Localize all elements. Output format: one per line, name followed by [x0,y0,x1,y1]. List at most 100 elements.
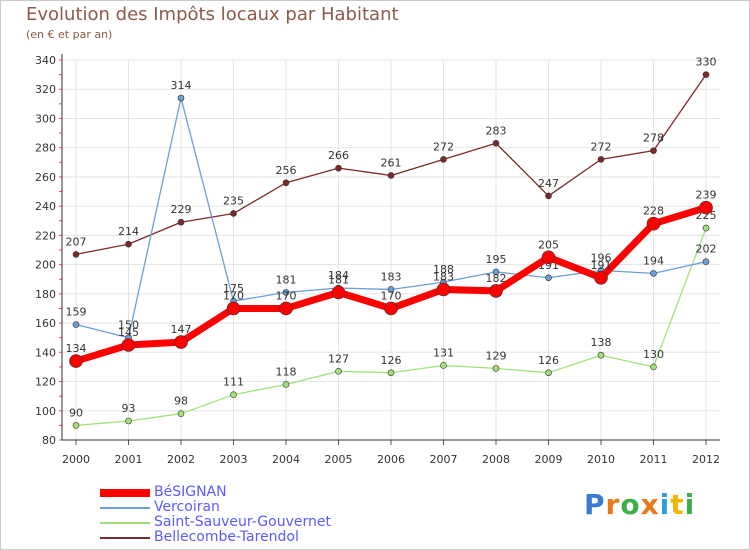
data-point-b-signan-2009 [541,250,556,265]
legend: BéSIGNAN Vercoiran Saint-Sauveur-Gouvernet… [100,485,331,545]
data-label-bellecombe-tarendol-2010: 272 [591,140,612,153]
data-point-saint-sauveur-gouvernet-2008 [492,365,500,372]
x-tick-label-2009: 2009 [535,453,563,466]
data-point-bellecombe-tarendol-2003 [230,210,237,217]
legend-label-vercoiran: Vercoiran [154,499,220,515]
data-point-b-signan-2002 [174,335,188,349]
data-label-b-signan-2012: 239 [696,189,717,202]
data-label-vercoiran-2010: 196 [591,251,612,264]
data-point-vercoiran-2012 [702,258,710,265]
series-b-signan: 134 145 147 170 170 181 170 183 182 205 191 228 239 [66,189,717,368]
chart-subtitle: (en € et par an) [26,28,113,41]
data-point-saint-sauveur-gouvernet-2006 [387,369,395,377]
data-label-b-signan-2003: 170 [223,289,244,302]
data-label-bellecombe-tarendol-2004: 256 [276,164,297,177]
data-label-vercoiran-2000: 159 [66,306,87,319]
data-label-saint-sauveur-gouvernet-2003: 111 [223,376,244,389]
data-point-vercoiran-2000 [72,321,80,328]
x-tick-label-2011: 2011 [640,453,668,466]
logo-letter: P [584,488,606,521]
legend-item-bellecombe-tarendol: Bellecombe-Tarendol [100,530,331,545]
data-point-bellecombe-tarendol-2011 [650,147,657,154]
y-tick-label-280: 280 [35,142,56,155]
data-label-saint-sauveur-gouvernet-2010: 138 [591,336,612,349]
data-point-vercoiran-2008 [492,268,500,276]
data-label-saint-sauveur-gouvernet-2002: 98 [174,395,188,408]
data-point-bellecombe-tarendol-2007 [440,156,447,163]
data-label-vercoiran-2007: 188 [433,263,454,276]
data-label-vercoiran-2006: 183 [381,270,402,283]
x-tick-label-2010: 2010 [587,453,615,466]
data-point-b-signan-2001 [121,338,136,352]
x-tick-label-2006: 2006 [377,453,405,466]
data-point-saint-sauveur-gouvernet-2010 [597,351,605,359]
data-point-vercoiran-2006 [387,286,395,293]
data-label-vercoiran-2012: 202 [696,243,717,256]
data-point-bellecombe-tarendol-2009 [545,192,552,200]
data-point-bellecombe-tarendol-2000 [72,251,80,258]
logo-letter: i [684,488,696,521]
data-label-saint-sauveur-gouvernet-2004: 118 [276,365,297,378]
x-tick-label-2005: 2005 [325,453,353,466]
data-point-vercoiran-2004 [282,289,290,296]
series-bellecombe-tarendol: 207 214 229 235 256 266 261 272 283 247 272 278 330 [66,56,717,258]
proxiti-logo: Proxiti [584,488,695,521]
chart-title: Evolution des Impôts locaux par Habitant [26,4,399,25]
data-point-saint-sauveur-gouvernet-2000 [72,422,80,429]
data-point-b-signan-2008 [489,284,503,298]
data-point-vercoiran-2009 [545,274,552,282]
logo-letter: x [640,488,660,521]
y-tick-label-220: 220 [35,229,56,242]
y-tick-label-180: 180 [35,288,56,301]
data-label-saint-sauveur-gouvernet-2000: 90 [69,406,83,419]
y-tick-label-300: 300 [35,112,56,125]
data-label-saint-sauveur-gouvernet-2011: 130 [643,348,664,361]
y-tick-label-240: 240 [35,200,56,213]
data-label-saint-sauveur-gouvernet-2006: 126 [381,354,402,367]
data-label-bellecombe-tarendol-2009: 247 [538,177,559,190]
logo-letter: t [670,488,685,521]
data-label-vercoiran-2004: 181 [276,273,297,286]
data-label-saint-sauveur-gouvernet-2001: 93 [122,402,136,415]
data-label-b-signan-2008: 182 [486,272,507,285]
legend-item-saint-sauveur-gouvernet: Saint-Sauveur-Gouvernet [100,515,331,530]
data-label-b-signan-2001: 145 [118,326,139,339]
data-label-vercoiran-2008: 195 [486,253,507,266]
data-label-saint-sauveur-gouvernet-2005: 127 [328,352,349,365]
data-point-bellecombe-tarendol-2006 [387,172,395,179]
data-label-vercoiran-2011: 194 [643,254,664,267]
data-point-b-signan-2010 [594,270,608,285]
data-label-bellecombe-tarendol-2000: 207 [66,235,87,248]
data-point-bellecombe-tarendol-2010 [597,156,605,163]
data-point-b-signan-2005 [331,285,346,300]
y-tick-label-140: 140 [35,346,56,359]
data-label-b-signan-2009: 205 [538,238,559,251]
logo-letter: i [659,488,671,521]
y-tick-label-260: 260 [35,171,56,184]
x-tick-label-2007: 2007 [430,453,458,466]
data-label-b-signan-2006: 170 [381,289,402,302]
y-tick-label-160: 160 [35,317,56,330]
legend-item-vercoiran: Vercoiran [100,500,331,515]
legend-item-b-signan: BéSIGNAN [100,485,331,500]
data-label-b-signan-2010: 191 [591,259,612,272]
data-point-bellecombe-tarendol-2012 [702,71,710,78]
legend-swatch-vercoiran [100,506,150,509]
data-point-saint-sauveur-gouvernet-2007 [440,362,447,369]
legend-swatch-saint-sauveur-gouvernet [100,521,150,524]
data-label-saint-sauveur-gouvernet-2007: 131 [433,346,454,359]
y-tick-label-80: 80 [42,434,56,447]
data-label-b-signan-2011: 228 [643,205,664,218]
y-tick-label-200: 200 [35,259,56,272]
data-label-vercoiran-2005: 184 [328,269,349,282]
data-point-bellecombe-tarendol-2008 [492,140,500,147]
data-label-bellecombe-tarendol-2005: 266 [328,149,349,162]
x-tick-label-2000: 2000 [62,453,90,466]
data-label-bellecombe-tarendol-2002: 229 [171,203,192,216]
x-tick-label-2001: 2001 [115,453,143,466]
legend-label-bellecombe-tarendol: Bellecombe-Tarendol [154,529,299,545]
data-point-saint-sauveur-gouvernet-2004 [282,381,290,388]
data-point-saint-sauveur-gouvernet-2009 [545,369,552,377]
